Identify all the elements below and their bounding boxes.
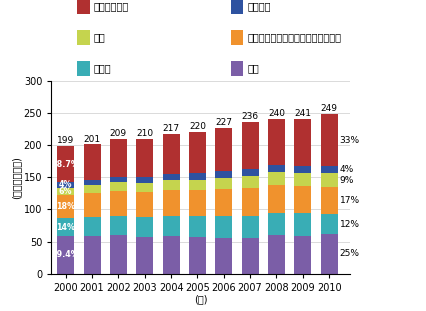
Text: 236: 236	[241, 112, 258, 121]
Bar	[267, 185, 284, 213]
Bar	[188, 132, 205, 173]
Bar	[136, 177, 153, 183]
Text: 中南米: 中南米	[94, 63, 111, 73]
Bar	[294, 213, 311, 236]
Text: 9%: 9%	[339, 175, 353, 184]
Bar	[162, 236, 179, 274]
Bar	[57, 236, 74, 274]
Bar	[109, 216, 127, 235]
Text: 210: 210	[136, 129, 153, 138]
Text: アジア大洋州: アジア大洋州	[94, 1, 129, 11]
Bar	[320, 187, 337, 214]
Text: 33%: 33%	[339, 136, 359, 145]
Bar	[241, 122, 258, 169]
Bar	[241, 238, 258, 274]
Text: 北米: 北米	[247, 63, 259, 73]
Bar	[57, 183, 74, 188]
Text: 241: 241	[294, 109, 311, 118]
Text: 中東: 中東	[94, 32, 106, 42]
Bar	[267, 165, 284, 172]
Bar	[294, 119, 311, 166]
Text: 29.4%: 29.4%	[52, 250, 79, 259]
Bar	[162, 174, 179, 180]
Bar	[136, 237, 153, 274]
Bar	[320, 214, 337, 234]
Bar	[162, 134, 179, 174]
Bar	[320, 173, 337, 187]
Bar	[83, 179, 101, 185]
Bar	[162, 190, 179, 216]
Text: 17%: 17%	[339, 196, 359, 205]
Text: 18%: 18%	[56, 202, 75, 211]
Bar	[188, 237, 205, 274]
Text: 240: 240	[267, 109, 284, 118]
Bar	[267, 172, 284, 185]
Bar	[215, 216, 232, 238]
Bar	[294, 186, 311, 213]
Bar	[136, 139, 153, 177]
Text: 欧州・ロシア・その他旧ソ連邦諸国: 欧州・ロシア・その他旧ソ連邦諸国	[247, 32, 341, 42]
Text: 249: 249	[320, 104, 337, 113]
Bar	[83, 217, 101, 236]
Bar	[215, 171, 232, 179]
Bar	[57, 188, 74, 195]
Bar	[83, 145, 101, 179]
X-axis label: (年): (年)	[193, 294, 207, 304]
Bar	[136, 183, 153, 192]
Bar	[109, 191, 127, 216]
Text: 209: 209	[109, 129, 127, 138]
Bar	[241, 176, 258, 188]
Bar	[188, 216, 205, 237]
Bar	[188, 190, 205, 216]
Text: 217: 217	[162, 124, 179, 133]
Bar	[162, 216, 179, 236]
Bar	[109, 177, 127, 182]
Bar	[215, 179, 232, 189]
Bar	[109, 139, 127, 177]
Bar	[57, 146, 74, 183]
Bar	[294, 166, 311, 173]
Text: 14%: 14%	[56, 223, 75, 232]
Text: 25%: 25%	[339, 249, 359, 258]
Bar	[57, 195, 74, 218]
Bar	[241, 216, 258, 238]
Bar	[215, 189, 232, 216]
Bar	[83, 236, 101, 274]
Text: 199: 199	[57, 136, 74, 145]
Bar	[188, 173, 205, 180]
Bar	[320, 166, 337, 173]
Bar	[320, 234, 337, 274]
Bar	[320, 114, 337, 166]
Bar	[162, 180, 179, 190]
Bar	[109, 235, 127, 274]
Text: 12%: 12%	[339, 220, 359, 229]
Text: アフリカ: アフリカ	[247, 1, 271, 11]
Bar	[136, 192, 153, 217]
Bar	[294, 173, 311, 186]
Bar	[83, 193, 101, 217]
Text: 201: 201	[83, 135, 101, 144]
Bar	[215, 128, 232, 171]
Bar	[267, 235, 284, 274]
Bar	[267, 213, 284, 235]
Text: 6%: 6%	[59, 187, 72, 196]
Bar	[83, 185, 101, 193]
Bar	[188, 180, 205, 190]
Bar	[215, 238, 232, 274]
Bar	[241, 169, 258, 176]
Y-axis label: (１００万トン): (１００万トン)	[11, 156, 21, 199]
Bar	[136, 217, 153, 237]
Text: 220: 220	[188, 122, 205, 131]
Text: 4%: 4%	[339, 165, 353, 174]
Bar	[57, 218, 74, 236]
Bar	[109, 182, 127, 191]
Bar	[267, 119, 284, 165]
Text: 4%: 4%	[59, 180, 72, 189]
Text: 28.7%: 28.7%	[52, 160, 80, 169]
Bar	[241, 188, 258, 216]
Bar	[294, 236, 311, 274]
Text: 227: 227	[215, 118, 232, 127]
